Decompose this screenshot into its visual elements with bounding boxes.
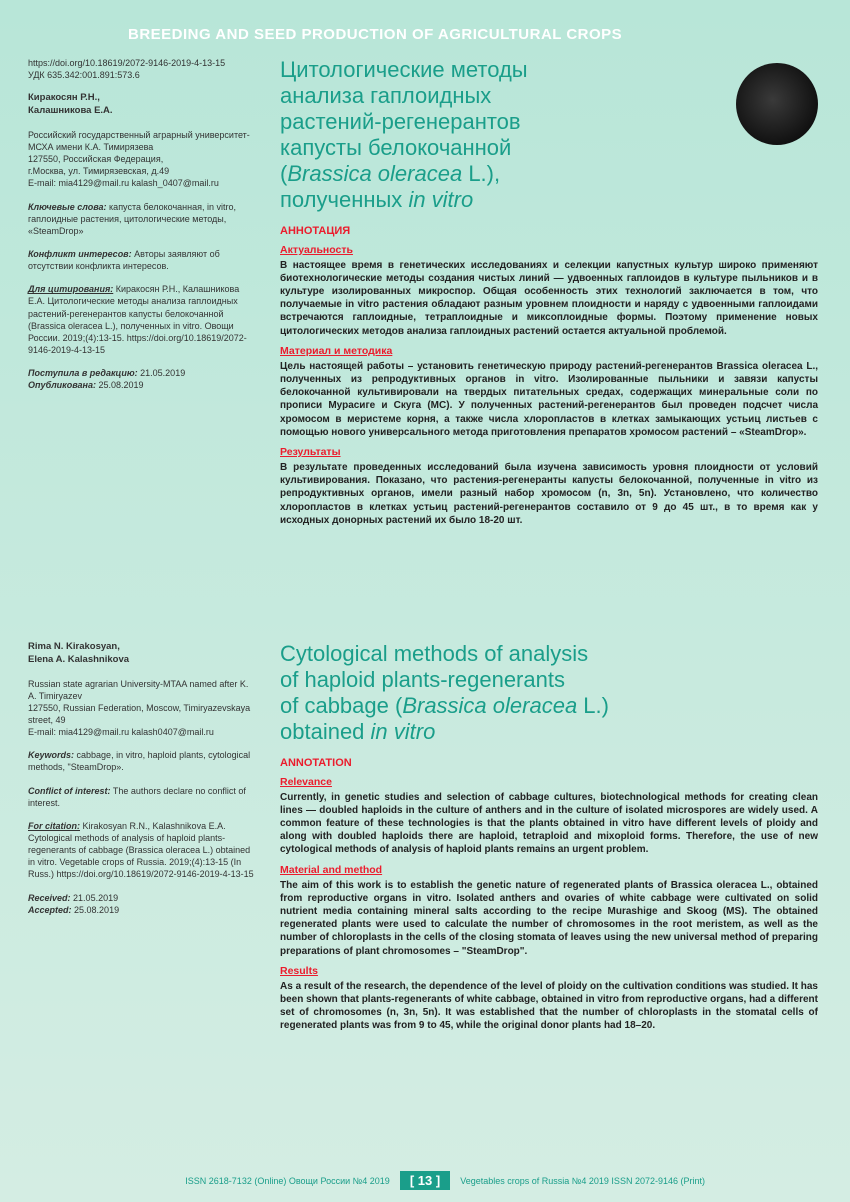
conflict-label: Конфликт интересов: xyxy=(28,249,132,259)
material-header-en: Material and method xyxy=(280,864,818,876)
affiliation-ru: Российский государственный аграрный унив… xyxy=(28,129,258,190)
authors-en: Rima N. Kirakosyan, Elena A. Kalashnikov… xyxy=(28,641,258,667)
keywords-block-ru: Ключевые слова: капуста белокочанная, in… xyxy=(28,201,258,237)
doi-link[interactable]: https://doi.org/10.18619/2072-9146-2019-… xyxy=(28,57,258,69)
sidebar-ru: https://doi.org/10.18619/2072-9146-2019-… xyxy=(28,57,258,527)
accepted-label-en: Accepted: xyxy=(28,905,72,915)
results-header-ru: Результаты xyxy=(280,446,818,458)
received-label-en: Received: xyxy=(28,893,71,903)
relevance-header-en: Relevance xyxy=(280,776,818,788)
microscopy-image xyxy=(736,63,818,145)
title-row-ru: Цитологические методы анализа гаплоидных… xyxy=(280,57,818,213)
relevance-header-ru: Актуальность xyxy=(280,244,818,256)
section-header: BREEDING AND SEED PRODUCTION OF AGRICULT… xyxy=(28,20,822,57)
published-date: 25.08.2019 xyxy=(99,380,144,390)
citation-text: Киракосян Р.Н., Калашникова Е.А. Цитолог… xyxy=(28,284,247,355)
received-date-en: 21.05.2019 xyxy=(73,893,118,903)
relevance-text-en: Currently, in genetic studies and select… xyxy=(280,791,818,857)
received-label: Поступила в редакцию: xyxy=(28,368,138,378)
dates-block-en: Received: 21.05.2019 Accepted: 25.08.201… xyxy=(28,892,258,916)
footer-bar: ISSN 2618-7132 (Online) Овощи России №4 … xyxy=(28,1171,822,1190)
material-text-ru: Цель настоящей работы – установить генет… xyxy=(280,360,818,439)
authors-ru: Киракосян Р.Н., Калашникова Е.А. xyxy=(28,92,258,118)
keywords-label-en: Keywords: xyxy=(28,750,74,760)
article-title-ru: Цитологические методы анализа гаплоидных… xyxy=(280,57,724,213)
citation-block-ru: Для цитирования: Киракосян Р.Н., Калашни… xyxy=(28,283,258,356)
citation-label: Для цитирования: xyxy=(28,284,113,294)
section-gap xyxy=(280,549,822,619)
citation-label-en: For citation: xyxy=(28,821,80,831)
journal-page: BREEDING AND SEED PRODUCTION OF AGRICULT… xyxy=(0,0,850,1202)
footer-left: ISSN 2618-7132 (Online) Овощи России №4 … xyxy=(28,1176,390,1186)
accepted-date-en: 25.08.2019 xyxy=(74,905,119,915)
conflict-label-en: Conflict of interest: xyxy=(28,786,111,796)
section-gap xyxy=(28,549,258,619)
annotation-header-ru: АННОТАЦИЯ xyxy=(280,225,818,237)
received-date: 21.05.2019 xyxy=(140,368,185,378)
citation-block-en: For citation: Kirakosyan R.N., Kalashnik… xyxy=(28,820,258,881)
conflict-block-en: Conflict of interest: The authors declar… xyxy=(28,785,258,809)
relevance-text-ru: В настоящее время в генетических исследо… xyxy=(280,259,818,338)
content-grid: https://doi.org/10.18619/2072-9146-2019-… xyxy=(28,57,822,1033)
udk-code: УДК 635.342:001.891:573.6 xyxy=(28,69,258,81)
material-text-en: The aim of this work is to establish the… xyxy=(280,879,818,958)
main-ru: Цитологические методы анализа гаплоидных… xyxy=(280,57,822,527)
published-label: Опубликована: xyxy=(28,380,96,390)
material-header-ru: Материал и методика xyxy=(280,345,818,357)
article-title-en: Cytological methods of analysis of haplo… xyxy=(280,641,818,745)
affiliation-en: Russian state agrarian University-MTAA n… xyxy=(28,678,258,739)
main-en: Cytological methods of analysis of haplo… xyxy=(280,641,822,1033)
footer-right: Vegetables crops of Russia №4 2019 ISSN … xyxy=(460,1176,822,1186)
dates-block-ru: Поступила в редакцию: 21.05.2019 Опублик… xyxy=(28,367,258,391)
results-text-ru: В результате проведенных исследований бы… xyxy=(280,461,818,527)
results-text-en: As a result of the research, the depende… xyxy=(280,980,818,1033)
keywords-label: Ключевые слова: xyxy=(28,202,107,212)
results-header-en: Results xyxy=(280,965,818,977)
conflict-block-ru: Конфликт интересов: Авторы заявляют об о… xyxy=(28,248,258,272)
keywords-block-en: Keywords: cabbage, in vitro, haploid pla… xyxy=(28,749,258,773)
page-number: 13 xyxy=(400,1171,450,1190)
sidebar-en: Rima N. Kirakosyan, Elena A. Kalashnikov… xyxy=(28,641,258,1033)
annotation-header-en: ANNOTATION xyxy=(280,757,818,769)
